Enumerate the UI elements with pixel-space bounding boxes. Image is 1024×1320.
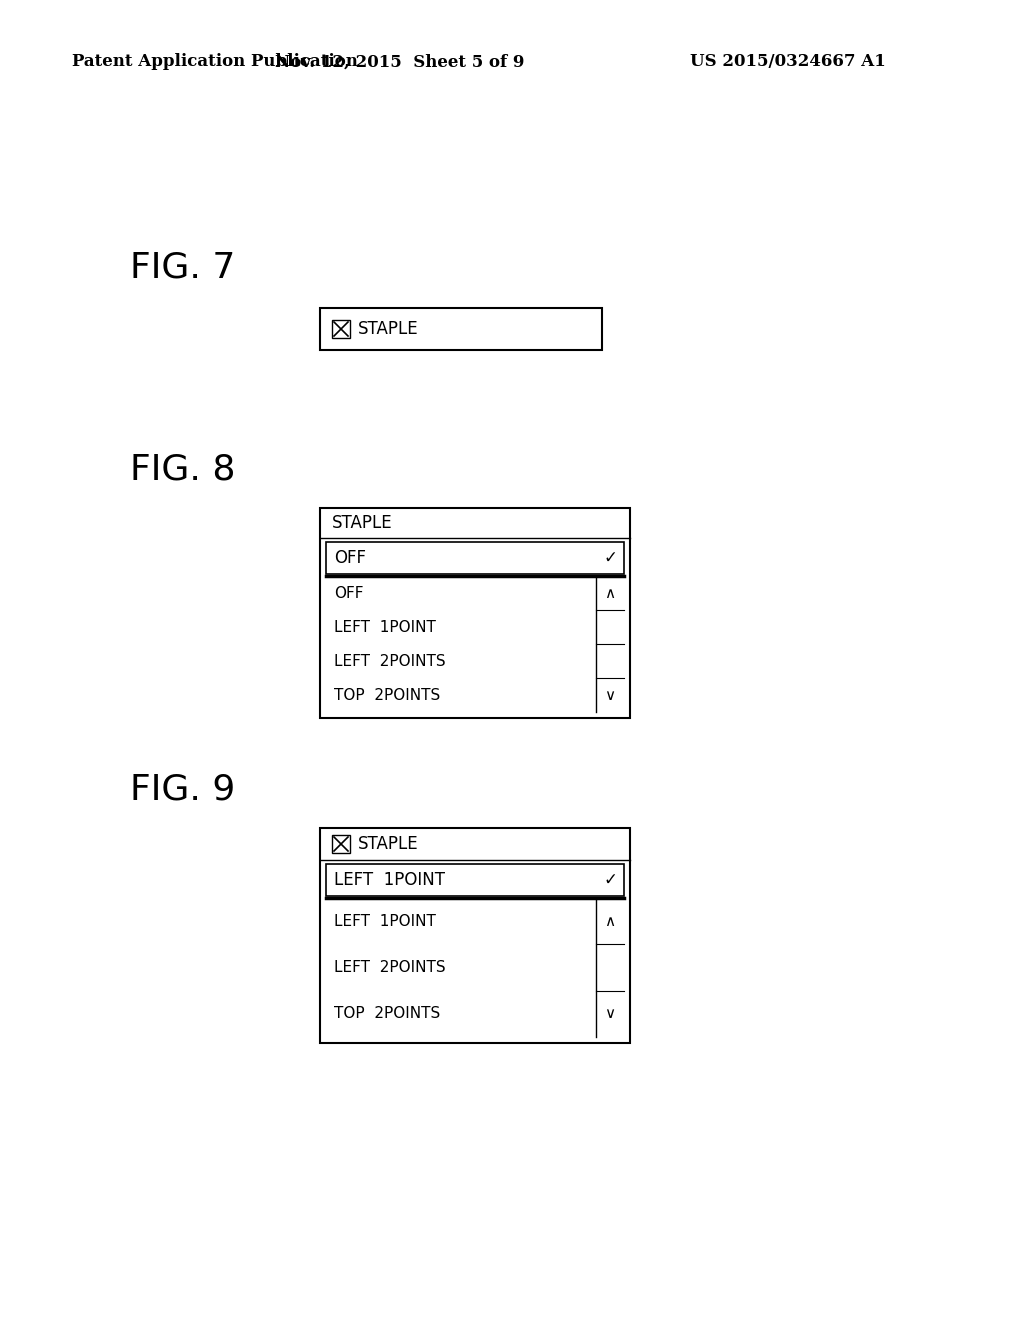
Text: ✓: ✓ bbox=[603, 549, 616, 568]
Text: TOP  2POINTS: TOP 2POINTS bbox=[334, 1006, 440, 1022]
Text: ∨: ∨ bbox=[604, 688, 615, 702]
Bar bbox=[326, 865, 624, 896]
Text: LEFT  2POINTS: LEFT 2POINTS bbox=[334, 653, 445, 668]
Text: STAPLE: STAPLE bbox=[358, 836, 419, 853]
Text: ∨: ∨ bbox=[604, 1006, 615, 1022]
Text: STAPLE: STAPLE bbox=[358, 319, 419, 338]
Bar bbox=[319, 308, 602, 350]
Bar bbox=[319, 508, 630, 718]
Text: FIG. 7: FIG. 7 bbox=[130, 251, 236, 285]
Text: LEFT  1POINT: LEFT 1POINT bbox=[334, 619, 436, 635]
Bar bbox=[332, 319, 350, 338]
Bar bbox=[319, 828, 630, 1043]
Text: LEFT  2POINTS: LEFT 2POINTS bbox=[334, 960, 445, 975]
Text: STAPLE: STAPLE bbox=[332, 513, 392, 532]
Bar bbox=[332, 836, 350, 853]
Text: Patent Application Publication: Patent Application Publication bbox=[72, 54, 357, 70]
Text: LEFT  1POINT: LEFT 1POINT bbox=[334, 913, 436, 929]
Text: OFF: OFF bbox=[334, 586, 364, 601]
Text: TOP  2POINTS: TOP 2POINTS bbox=[334, 688, 440, 702]
Text: Nov. 12, 2015  Sheet 5 of 9: Nov. 12, 2015 Sheet 5 of 9 bbox=[275, 54, 524, 70]
Text: FIG. 8: FIG. 8 bbox=[130, 453, 236, 487]
Bar bbox=[326, 543, 624, 574]
Text: FIG. 9: FIG. 9 bbox=[130, 774, 236, 807]
Text: ∧: ∧ bbox=[604, 913, 615, 929]
Text: US 2015/0324667 A1: US 2015/0324667 A1 bbox=[690, 54, 886, 70]
Text: OFF: OFF bbox=[334, 549, 366, 568]
Text: ∧: ∧ bbox=[604, 586, 615, 601]
Text: LEFT  1POINT: LEFT 1POINT bbox=[334, 871, 445, 888]
Text: ✓: ✓ bbox=[603, 871, 616, 888]
